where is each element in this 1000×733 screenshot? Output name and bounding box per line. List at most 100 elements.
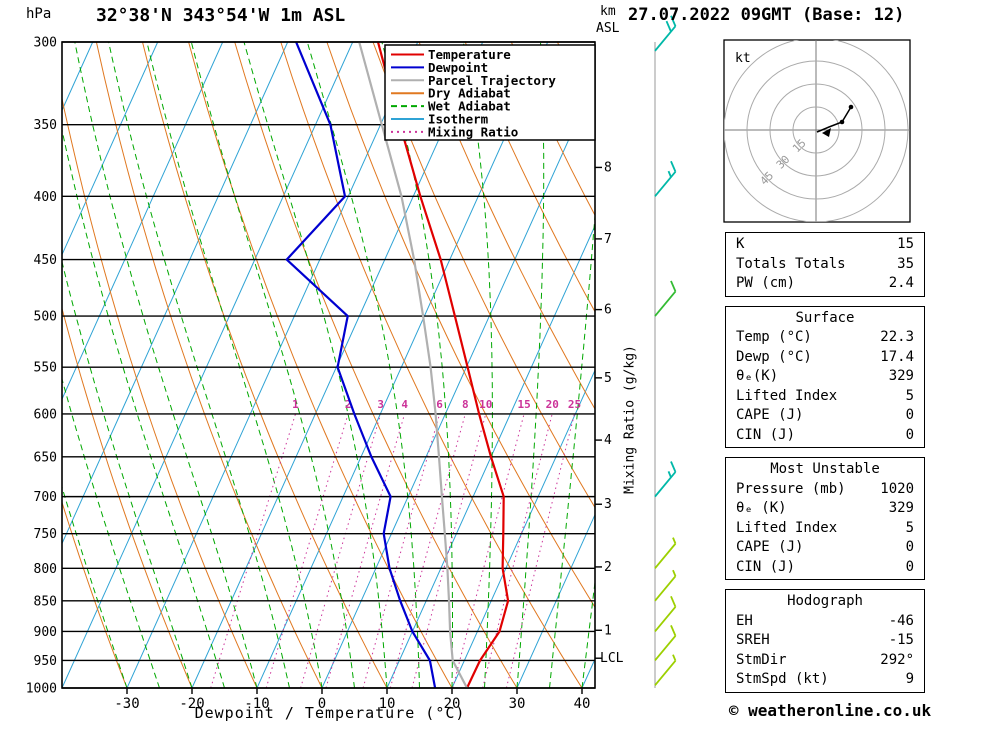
height-tick-label: 8 — [604, 160, 612, 175]
wind-barb — [654, 624, 677, 662]
mixing-ratio-label: 20 — [546, 398, 559, 411]
pressure-tick-label: 800 — [34, 562, 57, 577]
sounding-profiles — [285, 42, 510, 688]
hodograph-ring — [769, 83, 863, 177]
stat-label: Pressure (mb) — [736, 480, 846, 497]
stat-value: 1020 — [880, 480, 914, 497]
mixing-ratio-label: 1 — [292, 398, 299, 411]
stat-label: Lifted Index — [736, 519, 838, 536]
stat-label: PW (cm) — [736, 275, 796, 291]
stat-label: θₑ(K) — [736, 368, 779, 384]
stat-row: θₑ (K) 329 — [726, 499, 924, 519]
wind-barb — [654, 595, 677, 633]
storm-motion-arrow-icon — [822, 128, 831, 137]
temperature-tick-label: -10 — [244, 696, 269, 712]
stat-value: 5 — [905, 387, 914, 404]
legend-label: Mixing Ratio — [428, 124, 518, 139]
stat-row: EH -46 — [726, 612, 924, 632]
wet-adiabat-lines — [62, 42, 595, 688]
stat-label: K — [736, 236, 745, 252]
stat-value: 292° — [880, 651, 914, 668]
pressure-tick-label: 700 — [34, 490, 57, 505]
mixing-ratio-label: 3 — [377, 398, 384, 411]
stat-value: 0 — [905, 407, 914, 423]
stat-value: 2.4 — [888, 275, 914, 291]
pressure-tick-label: 950 — [34, 654, 57, 669]
height-tick-label: 7 — [604, 232, 612, 247]
plot-frame — [61, 41, 596, 689]
pressure-tick-label: 300 — [34, 36, 57, 51]
mixing-ratio-label: 8 — [462, 398, 469, 411]
stat-row: Lifted Index 5 — [726, 519, 924, 539]
station-title: 32°38'N 343°54'W 1m ASL — [96, 5, 346, 26]
pressure-tick-label: 650 — [34, 450, 57, 465]
pressure-tick-label: 400 — [34, 190, 57, 205]
temperature-tick-label: 10 — [379, 696, 396, 712]
stat-row: K 15 — [726, 235, 924, 255]
pressure-tick-label: 450 — [34, 253, 57, 268]
stat-value: -15 — [888, 632, 914, 648]
parcel-trajectory-line — [358, 42, 468, 688]
stat-row: θₑ(K) 329 — [726, 367, 924, 387]
stats-section-surface: Surface Temp (°C) 22.3 Dewp (°C) 17.4 θₑ(K) 32… — [725, 305, 925, 448]
wind-barb — [654, 461, 677, 498]
height-axis-ticks: 8 7 6 5 4 3 2 1 LCL — [595, 160, 624, 666]
height-tick-label: 3 — [604, 497, 612, 512]
wind-barb-column — [654, 15, 677, 688]
legend-label: Dewpoint — [428, 60, 488, 75]
height-tick-label: 2 — [604, 560, 612, 575]
hodograph-ring — [746, 60, 886, 200]
pressure-tick-label: 900 — [34, 625, 57, 640]
stat-row: Lifted Index 5 — [726, 387, 924, 407]
mixing-ratio-label: 6 — [436, 398, 443, 411]
hodograph-ring — [792, 106, 840, 154]
stat-label: CAPE (J) — [736, 407, 804, 423]
stat-label: SREH — [736, 632, 770, 648]
pressure-tick-label: 500 — [34, 310, 57, 325]
stat-row: CAPE (J) 0 — [726, 406, 924, 426]
mixing-ratio-label: 15 — [518, 398, 531, 411]
stat-value: 329 — [888, 368, 914, 384]
stat-row: Temp (°C) 22.3 — [726, 328, 924, 348]
stat-row: Totals Totals 35 — [726, 255, 924, 275]
mixing-ratio-axis-label: Mixing Ratio (g/kg) — [622, 345, 638, 494]
copyright-watermark: © weatheronline.co.uk — [728, 701, 932, 720]
wind-barb — [654, 280, 677, 317]
stat-label: Dewp (°C) — [736, 348, 812, 365]
stats-section-title: Most Unstable — [770, 461, 880, 477]
stat-value: 9 — [905, 671, 914, 687]
stat-label: Lifted Index — [736, 387, 838, 404]
hodograph-trace-dot — [839, 119, 845, 125]
stats-section-title: Hodograph — [787, 593, 863, 609]
stat-label: CIN (J) — [736, 558, 796, 575]
stat-row: Dewp (°C) 17.4 — [726, 348, 924, 368]
stats-section-indices: K 15 Totals Totals 35 PW (cm) 2.4 — [725, 232, 925, 297]
legend-label: Isotherm — [428, 112, 489, 127]
hodograph-trace — [816, 106, 852, 133]
stat-label: StmDir — [736, 651, 787, 668]
hodograph-ring — [724, 40, 909, 222]
pressure-tick-label: 750 — [34, 527, 57, 542]
temperature-axis-label: Dewpoint / Temperature (°C) — [194, 704, 466, 722]
lcl-label: LCL — [600, 651, 624, 666]
stat-value: 17.4 — [880, 348, 914, 365]
mixing-ratio-label: 4 — [401, 398, 408, 411]
height-tick-label: 1 — [604, 623, 612, 638]
pressure-tick-label: 600 — [34, 407, 57, 422]
stat-value: 0 — [905, 426, 914, 443]
mixing-ratio-label: 25 — [568, 398, 581, 411]
pressure-axis-unit: hPa — [26, 6, 52, 22]
stat-value: 15 — [897, 236, 914, 252]
pressure-tick-label: 850 — [34, 594, 57, 609]
legend-label: Dry Adiabat — [428, 86, 511, 101]
legend-label: Temperature — [428, 47, 511, 62]
wind-barb — [654, 15, 677, 52]
stats-section-most-unstable: Most Unstable Pressure (mb) 1020 θₑ (K) 329 L… — [725, 457, 925, 580]
legend-label: Parcel Trajectory — [428, 73, 556, 88]
stat-row: Pressure (mb) 1020 — [726, 480, 924, 500]
hodograph-trace-dot — [848, 104, 854, 110]
